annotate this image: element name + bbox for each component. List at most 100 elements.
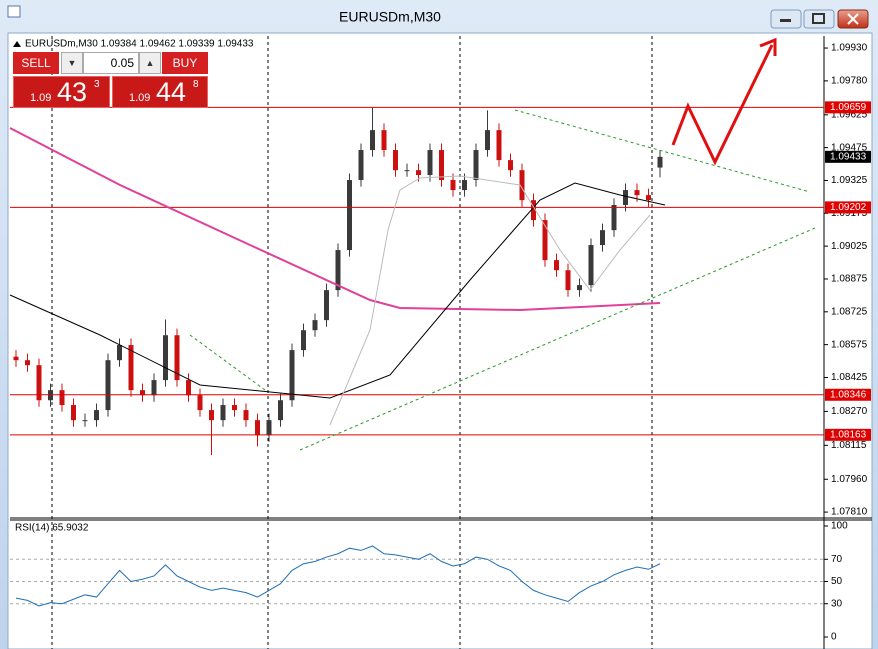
candle-body — [140, 390, 145, 396]
candle-body — [220, 405, 226, 421]
maximize-button[interactable] — [803, 9, 835, 29]
level-label: 1.09202 — [830, 202, 867, 213]
lots-input[interactable]: 0.05 — [83, 52, 139, 74]
indicator-title: RSI(14) 65.9032 — [15, 523, 89, 534]
title-icon — [13, 41, 21, 47]
maximize-icon — [812, 13, 825, 24]
rsi-line — [15, 545, 661, 607]
level-label: 1.09659 — [830, 102, 867, 113]
candle-body — [531, 200, 536, 221]
candle-body — [381, 130, 387, 151]
candle-body — [600, 230, 605, 246]
candle-body — [416, 170, 421, 175]
window-title: EURUSDm,M30 — [339, 9, 441, 25]
candle-body — [496, 130, 502, 161]
level-label: 1.08163 — [830, 429, 867, 440]
window-icon — [7, 5, 21, 18]
candle-body — [128, 345, 134, 391]
y-tick-label: 50 — [831, 576, 843, 587]
candle-body — [370, 130, 375, 151]
indicator-lines — [9, 127, 666, 426]
candle-body — [473, 150, 479, 181]
last-price-label: 1.09433 — [830, 151, 867, 162]
ask-pips: 44 — [156, 77, 187, 107]
y-tick-label: 70 — [831, 554, 843, 565]
candle-body — [554, 260, 559, 271]
y-tick-label: 1.09475 — [831, 142, 868, 153]
level-label-bg — [825, 428, 871, 441]
candle-body — [565, 270, 571, 291]
y-tick-label: 1.09325 — [831, 175, 868, 186]
buy-button[interactable]: BUY — [162, 52, 208, 74]
y-tick-label: 1.09175 — [831, 208, 868, 219]
y-tick-label: 1.09780 — [831, 76, 868, 87]
y-tick-label: 1.08575 — [831, 339, 868, 350]
candle-body — [36, 365, 42, 401]
candle-body — [347, 180, 352, 251]
level-label-bg — [825, 201, 871, 214]
forecast-arrow — [671, 37, 777, 166]
y-tick-label: 1.08425 — [831, 372, 868, 383]
candle-body — [278, 400, 283, 421]
rsi-panel: RSI(14) 65.9032 100 70 50 30 0 — [10, 521, 848, 643]
bid-big-figure: 1.09 — [30, 92, 52, 104]
candle-body — [358, 150, 364, 181]
candle-body — [94, 410, 99, 421]
candle-body — [117, 345, 122, 361]
candle-body — [404, 170, 410, 172]
candle-body — [209, 410, 214, 421]
y-tick-label: 1.08115 — [831, 440, 867, 451]
candle-body — [542, 220, 548, 261]
ask-big-figure: 1.09 — [129, 92, 151, 104]
candle-body — [174, 335, 180, 381]
y-tick-label: 0 — [831, 632, 837, 643]
y-tick-label: 1.08725 — [831, 306, 868, 317]
candle-body — [105, 360, 111, 411]
candle-body — [197, 395, 203, 411]
bid-price[interactable]: 1.09 43 3 — [13, 76, 110, 108]
candle-body — [393, 150, 398, 171]
y-tick-label: 1.08875 — [831, 274, 868, 285]
level-label: 1.08346 — [830, 389, 867, 400]
price-panel: EURUSDm,M30 1.09384 1.09462 1.09339 1.09… — [10, 39, 871, 518]
candle-body — [646, 195, 651, 201]
candle-body — [312, 320, 318, 331]
lots-up[interactable]: ▲ — [139, 52, 161, 74]
y-tick-label: 30 — [831, 598, 843, 609]
candle-body — [25, 360, 30, 366]
candle-body — [577, 285, 582, 291]
minimize-icon — [780, 19, 791, 22]
candle-body — [243, 410, 249, 421]
candle-body — [588, 245, 594, 286]
sell-button[interactable]: SELL — [13, 52, 59, 74]
y-tick-label: 1.07960 — [831, 474, 868, 485]
candle-body — [485, 130, 490, 151]
y-tick-label: 100 — [831, 521, 848, 532]
chart-header: EURUSDm,M30 1.09384 1.09462 1.09339 1.09… — [25, 39, 254, 50]
ask-fraction: 8 — [193, 79, 199, 90]
candle-body — [427, 150, 433, 175]
candle-body — [439, 150, 444, 181]
bid-pips: 43 — [57, 77, 88, 107]
candle-body — [232, 405, 237, 411]
candle-body — [13, 356, 19, 361]
bid-fraction: 3 — [94, 79, 100, 90]
y-tick-label: 1.09930 — [831, 43, 868, 54]
candle-body — [186, 380, 191, 396]
candle-body — [519, 170, 525, 201]
candle-body — [82, 420, 88, 422]
y-tick-label: 1.08270 — [831, 406, 868, 417]
lots-down[interactable]: ▼ — [61, 52, 83, 74]
candle-body — [255, 420, 260, 436]
period-separators — [51, 36, 653, 649]
candle-body — [611, 204, 617, 231]
last-price-bg — [825, 150, 871, 163]
ask-price[interactable]: 1.09 44 8 — [112, 76, 208, 108]
candle-body — [71, 405, 76, 421]
candle-body — [634, 190, 640, 196]
candle-body — [657, 156, 663, 168]
candle-body — [289, 350, 295, 401]
candle-body — [450, 180, 456, 191]
candle-body — [324, 290, 329, 321]
